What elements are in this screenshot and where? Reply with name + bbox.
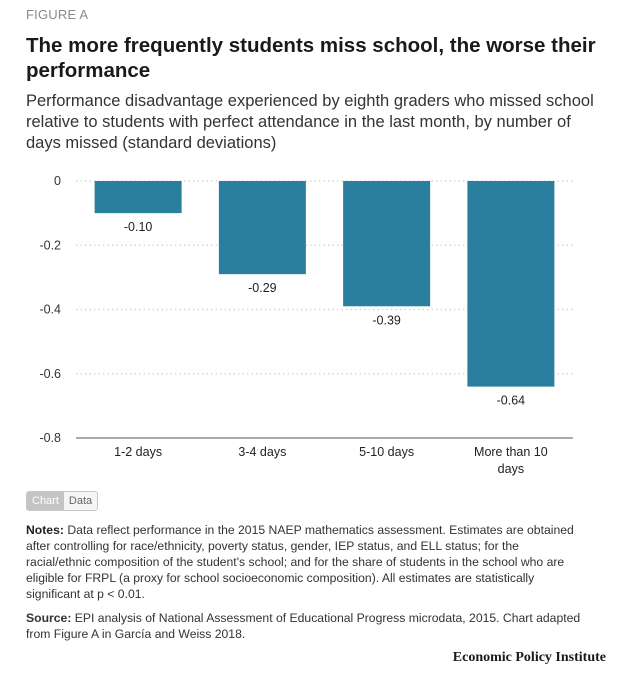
x-tick-label: More than 10 days bbox=[474, 445, 548, 476]
source-label: Source: bbox=[26, 611, 72, 625]
y-tick-label: -0.8 bbox=[39, 431, 61, 445]
x-tick-label: 3-4 days bbox=[238, 445, 286, 459]
bar bbox=[467, 181, 555, 387]
brand-logo: Economic Policy Institute bbox=[452, 650, 606, 665]
chart-title: The more frequently students miss school… bbox=[26, 34, 596, 82]
data-tab[interactable]: Data bbox=[63, 492, 98, 510]
bar bbox=[94, 181, 182, 214]
bar bbox=[343, 181, 431, 307]
y-tick-label: -0.4 bbox=[39, 303, 61, 317]
data-label: -0.39 bbox=[372, 313, 401, 327]
chart-source: Source: EPI analysis of National Assessm… bbox=[26, 610, 586, 642]
y-tick-label: -0.2 bbox=[39, 238, 61, 252]
bar bbox=[218, 181, 306, 275]
notes-label: Notes: bbox=[26, 523, 64, 537]
x-tick-label: 1-2 days bbox=[114, 445, 162, 459]
data-label: -0.29 bbox=[248, 281, 277, 295]
data-label: -0.10 bbox=[124, 220, 153, 234]
chart-notes: Notes: Data reflect performance in the 2… bbox=[26, 522, 586, 602]
chart-subtitle: Performance disadvantage experienced by … bbox=[26, 92, 594, 152]
figure-label: FIGURE A bbox=[26, 7, 89, 22]
chart-tab[interactable]: Chart bbox=[27, 492, 64, 510]
notes-text: Data reflect performance in the 2015 NAE… bbox=[26, 523, 574, 601]
source-text: EPI analysis of National Assessment of E… bbox=[26, 611, 581, 641]
view-toggle[interactable]: Chart Data bbox=[26, 491, 99, 511]
y-tick-label: 0 bbox=[54, 174, 61, 188]
data-label: -0.64 bbox=[497, 394, 526, 408]
y-tick-label: -0.6 bbox=[39, 367, 61, 381]
bar-chart: 0 -0.2 -0.4 -0.6 -0.8 -0.10 1-2 days -0.29 3-4 d… bbox=[39, 174, 573, 476]
x-tick-label: 5-10 days bbox=[359, 445, 414, 459]
